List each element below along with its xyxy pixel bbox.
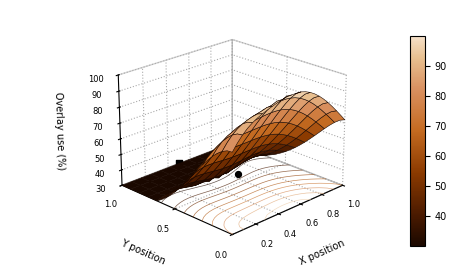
X-axis label: X position: X position <box>297 238 345 267</box>
Y-axis label: Y position: Y position <box>119 238 166 267</box>
